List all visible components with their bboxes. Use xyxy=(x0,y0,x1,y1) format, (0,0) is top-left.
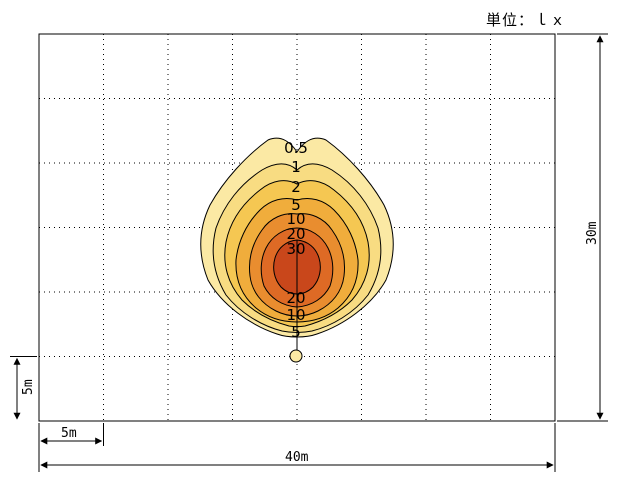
label-10-lower: 10 xyxy=(286,306,305,324)
label-1: 1 xyxy=(291,158,301,176)
dimension-height-label: 30m xyxy=(585,221,600,245)
label-20-lower: 20 xyxy=(286,289,305,307)
label-30: 30 xyxy=(286,240,305,258)
label-5-lower: 5 xyxy=(291,323,301,341)
dimension-grid-x-label: 5m xyxy=(61,426,77,441)
label-0-5: 0.5 xyxy=(284,139,308,157)
label-2: 2 xyxy=(291,178,301,196)
dimension-height xyxy=(557,33,608,422)
grid-lines xyxy=(39,34,555,421)
label-5-upper: 5 xyxy=(291,196,301,214)
unit-label: 単位：ｌｘ xyxy=(486,11,567,29)
dimension-grid-y xyxy=(10,356,37,420)
luminaire-marker xyxy=(289,349,303,363)
label-20-upper: 20 xyxy=(286,225,305,243)
label-10-upper: 10 xyxy=(286,210,305,228)
dimension-grid-y-label: 5m xyxy=(21,379,36,395)
contour-labels: 0.5 1 2 5 10 20 30 20 10 5 xyxy=(284,139,308,341)
dimension-width-label: 40m xyxy=(285,450,309,465)
dimension-width xyxy=(38,423,556,472)
dimension-grid-x xyxy=(40,423,104,446)
